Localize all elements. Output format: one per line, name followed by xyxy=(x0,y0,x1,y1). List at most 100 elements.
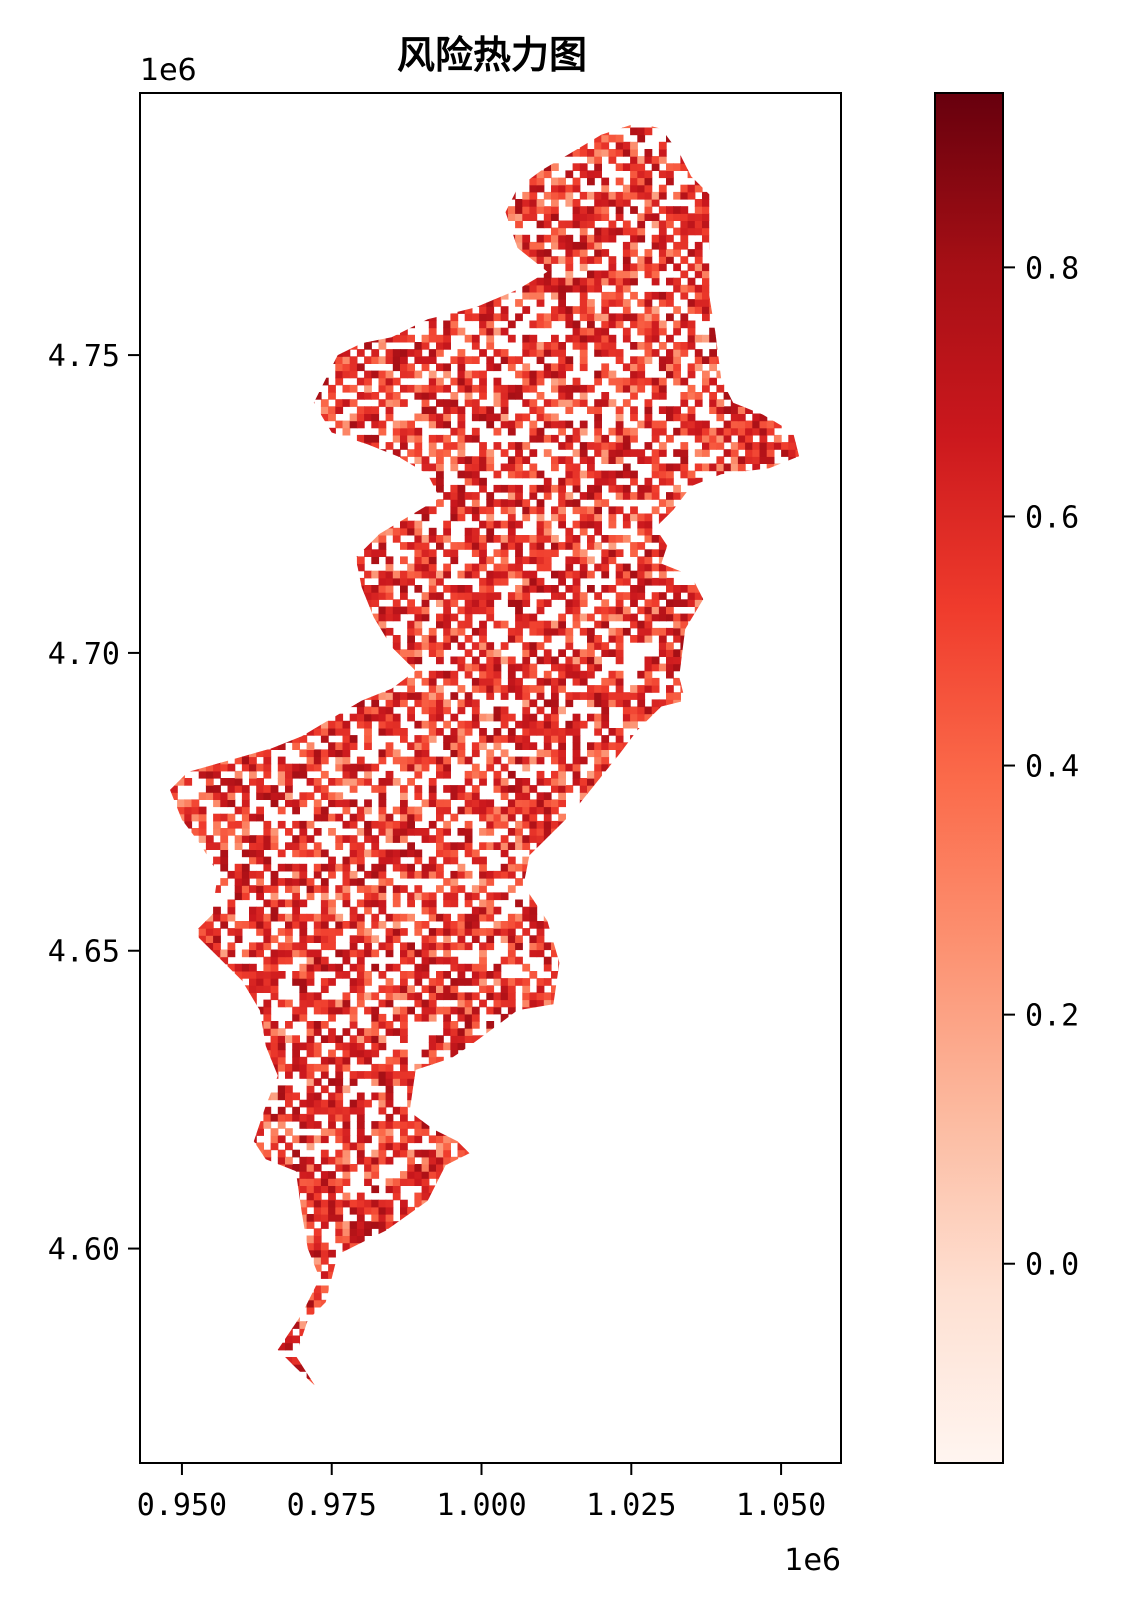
heatmap-cell xyxy=(227,763,236,772)
heatmap-cell xyxy=(335,813,344,822)
heatmap-cell xyxy=(220,1206,229,1215)
heatmap-cell xyxy=(723,1006,732,1015)
heatmap-cell xyxy=(500,1021,509,1029)
heatmap-cell xyxy=(443,1171,451,1179)
heatmap-cell xyxy=(515,899,523,908)
heatmap-cell xyxy=(385,999,394,1008)
heatmap-cell xyxy=(507,921,516,929)
heatmap-cell xyxy=(241,1221,250,1229)
heatmap-cell xyxy=(709,1292,717,1301)
heatmap-cell xyxy=(285,842,293,850)
heatmap-cell xyxy=(450,1042,459,1051)
heatmap-cell xyxy=(680,1335,689,1344)
heatmap-cell xyxy=(285,949,293,958)
heatmap-cell xyxy=(292,1378,300,1386)
heatmap-cell xyxy=(637,1321,646,1329)
heatmap-cell xyxy=(292,870,300,879)
heatmap-cell xyxy=(335,971,344,979)
heatmap-cell xyxy=(536,999,545,1008)
heatmap-cell xyxy=(457,1142,466,1151)
heatmap-cell xyxy=(558,949,566,958)
heatmap-cell xyxy=(579,842,588,850)
heatmap-cell xyxy=(500,1049,509,1058)
heatmap-cell xyxy=(349,949,358,958)
heatmap-cell xyxy=(709,1256,717,1265)
heatmap-cell xyxy=(673,1242,681,1251)
heatmap-cell xyxy=(313,1206,322,1215)
heatmap-cell xyxy=(666,728,674,736)
heatmap-cell xyxy=(277,899,286,908)
heatmap-cell xyxy=(666,778,674,786)
heatmap-cell xyxy=(320,1063,329,1072)
heatmap-cell xyxy=(263,1271,272,1279)
heatmap-cell xyxy=(766,899,775,908)
heatmap-cell xyxy=(436,1178,444,1186)
heatmap-cell xyxy=(306,1042,315,1051)
heatmap-cell xyxy=(191,728,200,736)
heatmap-cell xyxy=(752,1021,761,1029)
heatmap-cell xyxy=(608,1128,617,1136)
heatmap-cell xyxy=(579,1357,588,1365)
heatmap-cell xyxy=(536,1035,545,1043)
heatmap-cell xyxy=(205,992,214,1001)
heatmap-cell xyxy=(392,1006,401,1015)
heatmap-cell xyxy=(551,1271,559,1279)
heatmap-cell xyxy=(191,1192,200,1201)
heatmap-cell xyxy=(400,1006,408,1015)
heatmap-cell xyxy=(277,1085,286,1094)
heatmap-cell xyxy=(529,728,538,736)
heatmap-cell xyxy=(457,913,466,922)
heatmap-cell xyxy=(644,992,653,1001)
heatmap-cell xyxy=(781,1013,789,1022)
heatmap-cell xyxy=(702,956,710,965)
heatmap-cell xyxy=(443,942,451,951)
heatmap-cell xyxy=(414,813,423,822)
heatmap-cell xyxy=(349,1221,358,1229)
heatmap-cell xyxy=(306,1135,315,1144)
heatmap-cell xyxy=(256,785,264,793)
heatmap-cell xyxy=(493,1156,502,1165)
heatmap-cell xyxy=(177,978,185,986)
heatmap-cell xyxy=(565,928,574,936)
heatmap-cell xyxy=(694,1314,703,1322)
heatmap-cell xyxy=(500,935,509,943)
heatmap-cell xyxy=(773,1306,782,1315)
heatmap-cell xyxy=(551,720,559,729)
heatmap-cell xyxy=(205,1249,214,1258)
heatmap-cell xyxy=(773,1042,782,1051)
heatmap-cell xyxy=(745,799,753,808)
heatmap-cell xyxy=(400,1349,408,1358)
heatmap-cell xyxy=(716,1156,725,1165)
heatmap-cell xyxy=(493,1214,502,1222)
heatmap-cell xyxy=(249,906,257,915)
heatmap-cell xyxy=(608,1242,617,1251)
heatmap-cell xyxy=(457,1056,466,1065)
heatmap-cell xyxy=(464,799,473,808)
heatmap-cell xyxy=(673,863,681,872)
heatmap-cell xyxy=(752,963,761,972)
heatmap-cell xyxy=(587,863,595,872)
heatmap-cell xyxy=(536,870,545,879)
heatmap-cell xyxy=(737,820,746,829)
heatmap-cell xyxy=(543,899,552,908)
heatmap-cell xyxy=(191,906,200,915)
heatmap-cell xyxy=(306,778,315,786)
heatmap-cell xyxy=(730,1199,739,1208)
heatmap-cell xyxy=(680,1271,689,1279)
heatmap-cell xyxy=(170,956,178,965)
heatmap-cell xyxy=(364,1249,372,1258)
heatmap-cell xyxy=(170,1192,178,1201)
heatmap-cell xyxy=(500,1214,509,1222)
heatmap-cell xyxy=(658,1178,667,1186)
heatmap-cell xyxy=(320,1149,329,1158)
heatmap-cell xyxy=(788,735,797,743)
heatmap-cell xyxy=(436,1271,444,1279)
heatmap-cell xyxy=(594,1235,602,1244)
heatmap-cell xyxy=(795,1235,800,1244)
heatmap-cell xyxy=(220,728,229,736)
heatmap-cell xyxy=(213,1278,221,1286)
heatmap-cell xyxy=(522,1106,531,1115)
heatmap-cell xyxy=(536,756,545,765)
heatmap-cell xyxy=(270,835,279,843)
heatmap-cell xyxy=(292,1056,300,1065)
